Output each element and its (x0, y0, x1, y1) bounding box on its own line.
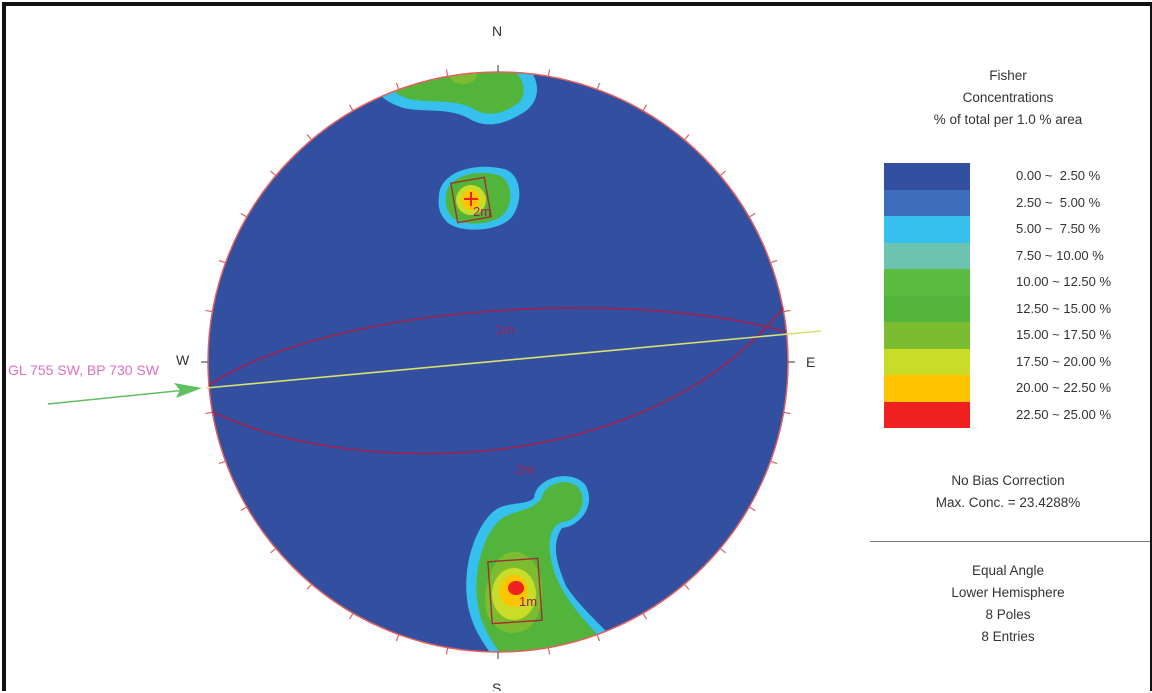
traverse-label: GL 755 SW, BP 730 SW (8, 362, 160, 378)
legend-label-6: 15.00 ~ 17.50 % (1016, 327, 1112, 342)
net-background (208, 72, 788, 652)
perimeter-tick (596, 82, 601, 90)
perimeter-tick (270, 547, 277, 554)
legend-swatch-9 (884, 401, 970, 428)
perimeter-tick (783, 411, 791, 415)
legend-swatch-4 (884, 269, 970, 296)
perimeter-ticks (201, 65, 795, 659)
perimeter-tick (395, 634, 400, 642)
perimeter-tick (770, 259, 778, 264)
traverse-line (205, 330, 822, 389)
perimeter-tick (547, 69, 551, 77)
legend-label-5: 12.50 ~ 15.00 % (1016, 300, 1112, 316)
entries-count-text: 8 Entries (981, 629, 1035, 644)
perimeter-tick (748, 212, 756, 218)
perimeter-tick (683, 134, 690, 141)
poles-count-text: 8 Poles (985, 607, 1031, 622)
traverse-arrow-shaft (47, 389, 187, 405)
pole-box-2m (449, 176, 493, 224)
perimeter-tick (348, 104, 354, 112)
stereonet-plot: 1m 2m 2m 1m N S E W GL 755 SW, BP 730 SW (8, 23, 822, 691)
perimeter-tick (547, 647, 551, 655)
perimeter-tick (306, 583, 313, 590)
perimeter-tick (596, 634, 601, 642)
hemisphere-text: Lower Hemisphere (951, 585, 1065, 600)
perimeter-tick (240, 506, 248, 512)
legend-swatch-7 (884, 348, 970, 375)
bias-correction-text: No Bias Correction (951, 473, 1065, 488)
legend-label-4: 10.00 ~ 12.50 % (1016, 274, 1112, 289)
legend-label-8: 20.00 ~ 22.50 % (1016, 380, 1112, 395)
projection-type-text: Equal Angle (971, 563, 1045, 578)
legend-label-3: 7.50 ~ 10.00 % (1016, 247, 1104, 263)
label-pole-2m: 2m (473, 204, 491, 219)
label-plane-2m: 2m (516, 462, 534, 477)
legend-swatch-8 (884, 375, 970, 402)
pole-cross-icon (464, 192, 478, 206)
great-circle-2m (208, 303, 787, 455)
perimeter-tick (306, 134, 313, 141)
legend-swatch-2 (884, 216, 970, 243)
perimeter-tick (719, 547, 726, 554)
great-circle-1m (208, 307, 788, 387)
legend-title-line-2: Concentrations (962, 90, 1054, 105)
legend-label-1: 2.50 ~ 5.00 % (1016, 194, 1101, 210)
perimeter-tick (683, 583, 690, 590)
label-pole-1m: 1m (519, 594, 537, 609)
legend-label-7: 17.50 ~ 20.00 % (1016, 353, 1112, 369)
legend-color-scale (884, 163, 970, 428)
legend-labels: 0.00 ~ 2.50 % 2.50 ~ 5.00 % 5.00 ~ 7.50 … (1016, 163, 1150, 428)
legend-swatch-1 (884, 189, 970, 216)
perimeter-tick (395, 82, 400, 90)
legend-swatch-3 (884, 242, 970, 269)
legend-swatch-5 (884, 295, 970, 322)
compass-west: W (176, 352, 190, 368)
perimeter-tick (240, 212, 248, 218)
perimeter-tick (719, 170, 726, 177)
perimeter-tick (218, 460, 226, 465)
legend-panel: Fisher Concentrations % of total per 1.0… (866, 6, 1150, 691)
perimeter-tick (445, 647, 449, 655)
perimeter-tick (218, 259, 226, 264)
legend-title-line-3: % of total per 1.0 % area (933, 112, 1083, 127)
legend-label-0: 0.00 ~ 2.50 % (1016, 168, 1101, 183)
perimeter-tick (770, 460, 778, 465)
legend-label-9: 22.50 ~ 25.00 % (1016, 406, 1112, 422)
perimeter-tick (642, 612, 648, 620)
perimeter-tick (205, 411, 213, 415)
max-concentration-text: Max. Conc. = 23.4288% (935, 495, 1081, 510)
compass-south: S (492, 680, 501, 691)
perimeter-tick (205, 309, 213, 313)
legend-swatch-6 (884, 322, 970, 349)
legend-title-line-1: Fisher (989, 68, 1027, 83)
legend-divider (870, 541, 1150, 542)
compass-east: E (806, 354, 815, 370)
perimeter-tick (270, 170, 277, 177)
contour-cluster-upper (438, 166, 520, 230)
compass-north: N (492, 23, 502, 39)
perimeter-tick (348, 612, 354, 620)
label-plane-1m: 1m (496, 322, 514, 337)
legend-swatch-0 (884, 163, 970, 190)
pole-box-1m (487, 557, 543, 625)
perimeter-tick (783, 309, 791, 313)
perimeter-tick (748, 506, 756, 512)
traverse-arrow-icon (174, 383, 202, 398)
legend-label-2: 5.00 ~ 7.50 % (1016, 221, 1101, 236)
perimeter-tick (445, 69, 449, 77)
perimeter-tick (642, 104, 648, 112)
